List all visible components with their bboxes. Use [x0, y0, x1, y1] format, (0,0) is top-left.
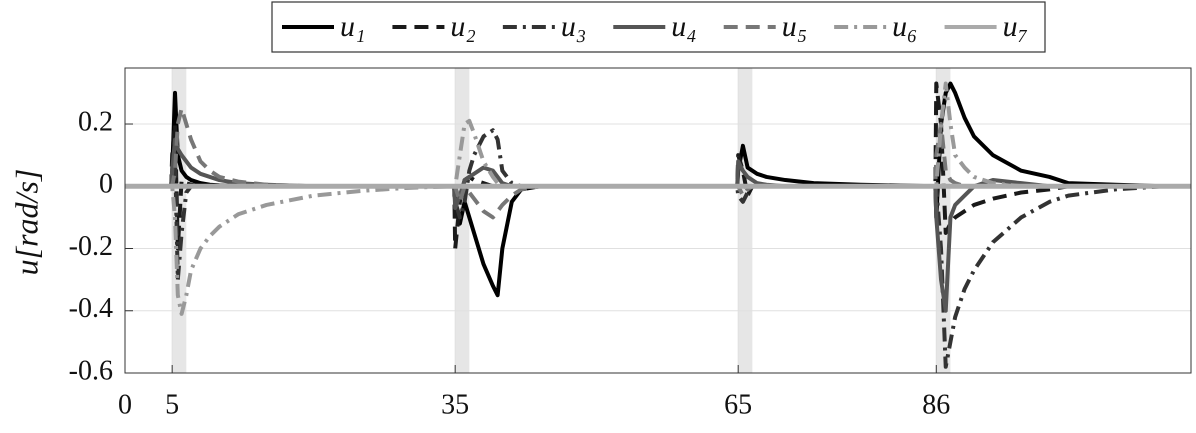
x-tick-label: 0	[118, 389, 132, 420]
legend-label: u₆	[892, 10, 917, 43]
plot-frame	[124, 67, 1192, 374]
x-tick-label: 35	[441, 389, 469, 420]
legend-label: u₇	[1003, 10, 1028, 43]
x-tick-label: 86	[922, 389, 950, 420]
legend-label: u₁	[340, 10, 365, 43]
series-line	[125, 106, 1191, 220]
y-tick-label: 0.2	[78, 106, 113, 137]
legend-label: u₂	[450, 10, 475, 43]
legend-label: u₅	[782, 10, 807, 43]
x-tick-label: 65	[724, 389, 752, 420]
x-tick-label: 5	[165, 389, 179, 420]
legend-label: u₄	[671, 10, 696, 43]
shaded-region	[738, 68, 753, 373]
legend-label: u₃	[561, 10, 586, 43]
y-tick-label: -0.2	[69, 231, 113, 262]
plot-area	[125, 68, 1191, 373]
y-axis-label: u[rad/s]	[8, 169, 44, 276]
y-tick-label: -0.6	[69, 355, 113, 386]
y-tick-label: 0	[99, 169, 113, 200]
y-tick-label: -0.4	[69, 293, 113, 324]
